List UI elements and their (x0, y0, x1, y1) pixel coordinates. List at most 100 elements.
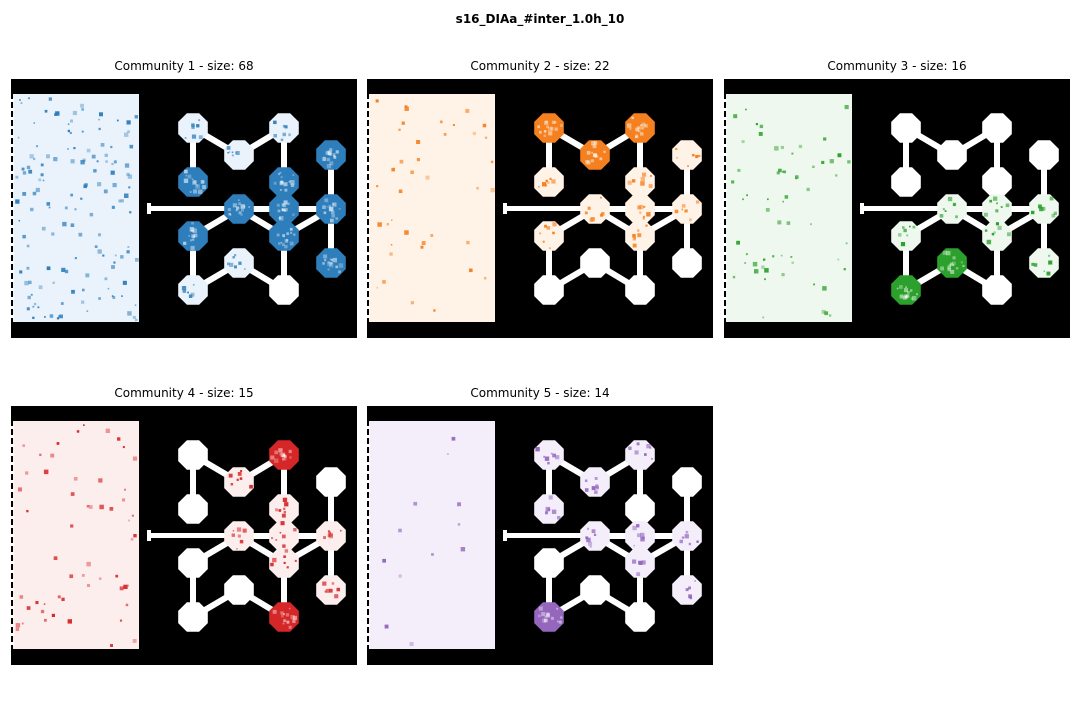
community-speck (48, 97, 52, 101)
node-speck (1005, 203, 1010, 208)
community-speck (86, 310, 89, 312)
node-speck (599, 157, 603, 161)
node-speck (338, 263, 344, 268)
network-node (891, 221, 921, 251)
node-speck (333, 155, 336, 158)
chamber-edge-speck (11, 552, 14, 555)
chamber-edge-speck (11, 216, 14, 219)
node-speck (231, 151, 234, 154)
node-speck (684, 210, 687, 213)
node-speck (588, 541, 593, 546)
node-speck (183, 178, 189, 183)
network-node (625, 275, 655, 305)
node-speck (323, 254, 328, 259)
node-speck (293, 233, 296, 236)
chamber-edge-speck (367, 462, 370, 465)
community-speck (132, 639, 137, 643)
node-speck (637, 533, 641, 538)
node-speck (636, 442, 640, 446)
community-speck (451, 436, 456, 441)
community-speck (40, 163, 44, 167)
node-speck (282, 534, 286, 539)
node-speck (681, 208, 684, 211)
chamber-edge-speck (11, 234, 14, 237)
node-speck (231, 154, 234, 157)
community-speck (490, 160, 494, 164)
node-speck (192, 238, 195, 241)
network-node (534, 221, 564, 251)
chamber-edge-speck (724, 126, 727, 129)
community-speck (38, 285, 43, 290)
community-speck (17, 487, 22, 492)
node-speck (603, 150, 606, 153)
community-speck (122, 280, 127, 285)
node-speck (231, 533, 235, 537)
inlet-cap (147, 530, 151, 541)
community-speck (410, 170, 414, 174)
community-speck (97, 182, 102, 187)
node-speck (556, 607, 559, 610)
node-speck (237, 534, 241, 538)
community-speck (398, 128, 401, 131)
node-speck (289, 241, 294, 246)
network-node (224, 575, 254, 605)
node-speck (324, 590, 327, 593)
node-speck (282, 203, 287, 208)
node-speck (287, 202, 290, 205)
node-speck (227, 152, 229, 154)
community-speck (82, 288, 85, 292)
node-speck (904, 294, 908, 298)
node-speck (188, 294, 193, 298)
node-speck (955, 215, 958, 219)
community-panel: Community 5 - size: 14 (367, 386, 713, 676)
node-speck (685, 530, 689, 534)
community-speck (774, 146, 779, 151)
network-node (534, 275, 564, 305)
community-speck (18, 219, 21, 222)
node-speck (284, 125, 288, 129)
community-speck (78, 232, 83, 237)
chamber-edge-speck (11, 444, 14, 447)
node-speck (234, 254, 237, 257)
chamber-edge-speck (724, 180, 727, 183)
community-image (367, 406, 713, 665)
node-speck (551, 120, 556, 124)
community-speck (124, 193, 129, 198)
node-speck (595, 154, 599, 158)
node-speck (332, 257, 337, 263)
node-speck (283, 507, 286, 510)
community-speck (15, 627, 20, 631)
community-speck (781, 273, 785, 277)
chamber-edge-speck (724, 252, 727, 255)
chamber-edge-speck (11, 288, 14, 291)
network-node (316, 467, 346, 497)
node-speck (543, 134, 547, 137)
community-speck (795, 175, 799, 179)
chamber-edge-speck (367, 579, 370, 582)
chamber-edge-speck (367, 207, 370, 210)
community-heatmap (11, 79, 357, 338)
chamber-edge-speck (11, 534, 14, 537)
community-speck (26, 307, 30, 311)
community-speck (44, 109, 48, 113)
community-speck (737, 168, 741, 172)
node-speck (232, 256, 235, 259)
chamber-edge-speck (11, 117, 14, 120)
node-speck (329, 153, 332, 156)
node-speck (687, 165, 689, 167)
node-speck (547, 461, 550, 465)
node-speck (335, 265, 338, 269)
community-speck (120, 255, 124, 259)
network-node (625, 494, 655, 524)
node-speck (228, 473, 233, 478)
chamber-edge-speck (11, 99, 14, 102)
node-speck (243, 205, 246, 208)
node-speck (280, 611, 284, 615)
chamber-edge-speck (367, 180, 370, 183)
community-speck (110, 644, 113, 647)
node-speck (687, 588, 689, 590)
node-speck (191, 178, 194, 180)
chamber-edge-speck (367, 588, 370, 591)
community-speck (829, 314, 832, 317)
chamber-edge-speck (367, 453, 370, 456)
